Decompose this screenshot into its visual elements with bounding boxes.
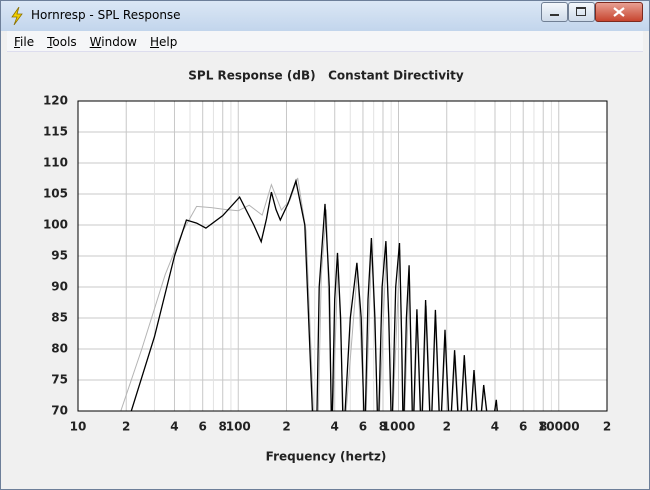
minimize-button[interactable] bbox=[541, 2, 568, 22]
x-tick-label: 2 bbox=[122, 420, 130, 434]
menu-item[interactable]: Window bbox=[89, 35, 137, 49]
menu-item[interactable]: File bbox=[14, 35, 35, 49]
x-tick-label: 10000 bbox=[538, 420, 580, 434]
menu-bar: File Tools Window Help bbox=[7, 31, 643, 52]
maximize-button[interactable] bbox=[568, 2, 595, 22]
y-tick-label: 80 bbox=[51, 342, 68, 356]
y-tick-label: 95 bbox=[51, 249, 68, 263]
y-tick-label: 110 bbox=[43, 156, 68, 170]
x-tick-label: 8 bbox=[219, 420, 227, 434]
x-tick-label: 1000 bbox=[382, 420, 415, 434]
x-tick-label: 6 bbox=[519, 420, 527, 434]
x-tick-label: 2 bbox=[282, 420, 290, 434]
plot-frame bbox=[77, 100, 608, 412]
x-tick-label: 4 bbox=[331, 420, 339, 434]
y-tick-label: 90 bbox=[51, 280, 68, 294]
x-tick-label: 4 bbox=[170, 420, 178, 434]
response-line bbox=[130, 178, 498, 411]
x-tick-label: 6 bbox=[359, 420, 367, 434]
window-title: Hornresp - SPL Response bbox=[31, 8, 181, 22]
x-tick-label: 2 bbox=[603, 420, 611, 434]
y-tick-label: 115 bbox=[43, 125, 68, 139]
x-tick-label: 2 bbox=[443, 420, 451, 434]
app-icon bbox=[11, 7, 23, 25]
x-tick-label: 8 bbox=[539, 420, 547, 434]
y-tick-label: 75 bbox=[51, 373, 68, 387]
y-tick-label: 85 bbox=[51, 311, 68, 325]
menu-item[interactable]: Tools bbox=[47, 35, 77, 49]
y-tick-label: 120 bbox=[43, 94, 68, 108]
chart-title: SPL Response (dB) Constant Directivity bbox=[188, 69, 464, 83]
x-tick-label: 4 bbox=[491, 420, 499, 434]
title-bar: Hornresp - SPL Response bbox=[1, 1, 649, 31]
close-button[interactable] bbox=[595, 2, 643, 22]
x-tick-label: 100 bbox=[226, 420, 251, 434]
x-tick-label: 10 bbox=[70, 420, 87, 434]
x-tick-label: 6 bbox=[199, 420, 207, 434]
y-tick-label: 105 bbox=[43, 187, 68, 201]
y-tick-label: 70 bbox=[51, 404, 68, 418]
x-tick-label: 8 bbox=[379, 420, 387, 434]
x-axis-label: Frequency (hertz) bbox=[266, 450, 387, 464]
menu-item[interactable]: Help bbox=[150, 35, 178, 49]
y-tick-label: 100 bbox=[43, 218, 68, 232]
